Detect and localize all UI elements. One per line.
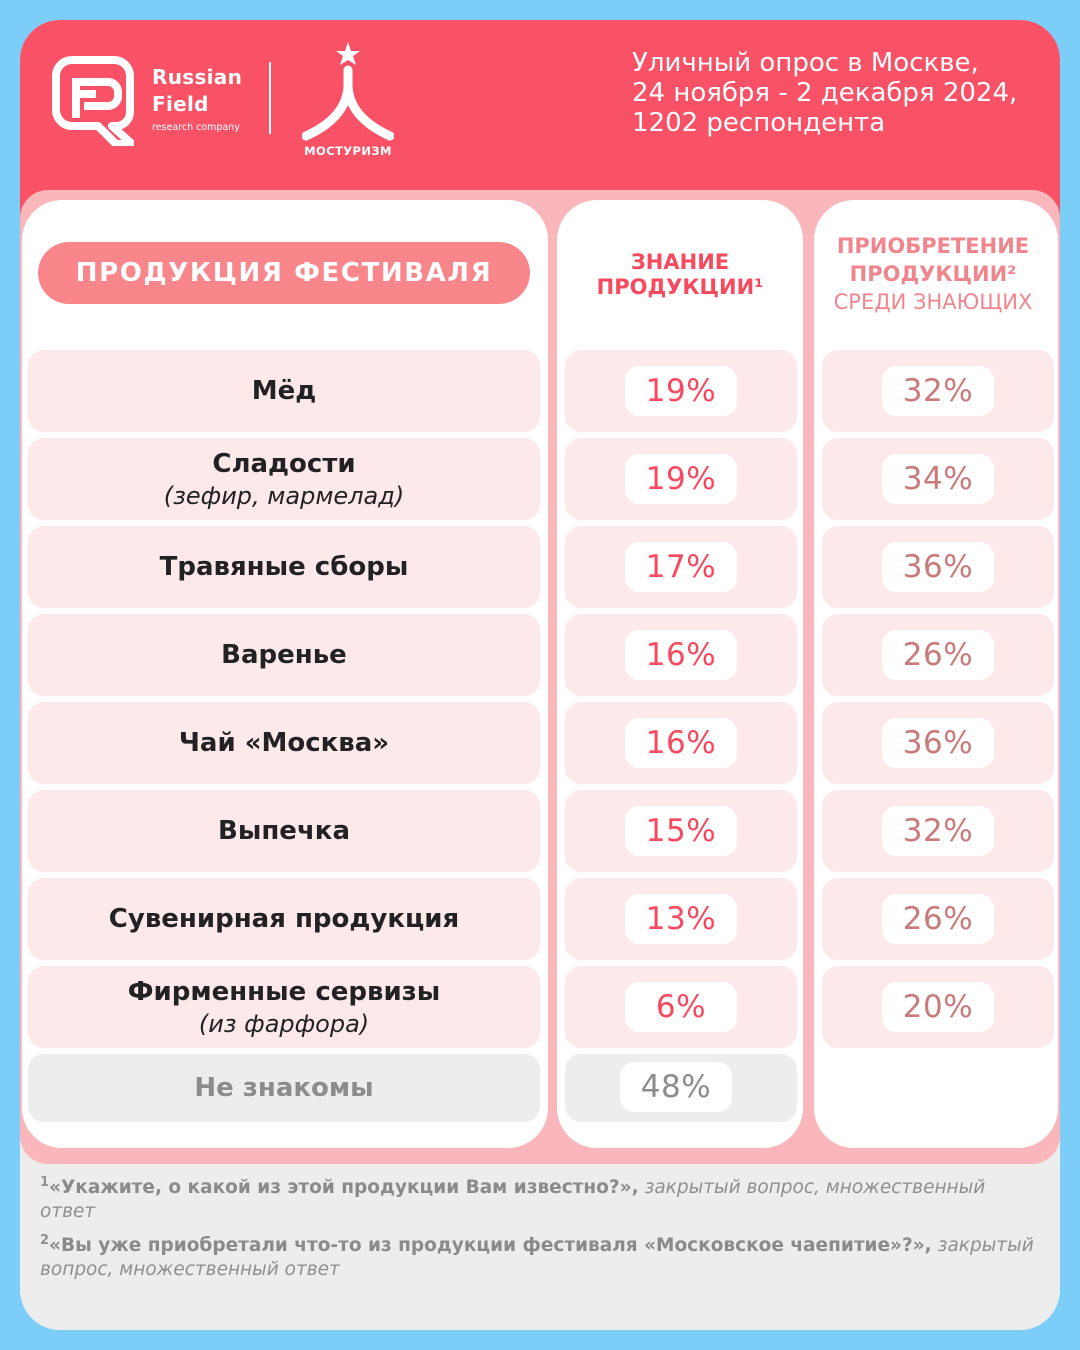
product-name: Мёд xyxy=(251,376,317,406)
purchase-header-line1: ПРИОБРЕТЕНИЕ xyxy=(836,234,1030,258)
product-row-bg xyxy=(28,614,540,696)
footnote-1-mark: 1 xyxy=(40,1175,50,1190)
product-name: Сувенирная продукция xyxy=(108,904,460,934)
knowledge-value: 17% xyxy=(625,542,737,592)
purchase-header-line3: СРЕДИ ЗНАЮЩИХ xyxy=(833,290,1033,314)
mosturizm-logo-icon xyxy=(302,42,394,141)
unfamiliar-name: Не знакомы xyxy=(194,1073,374,1103)
product-row-bg xyxy=(28,790,540,872)
product-row-bg xyxy=(28,526,540,608)
purchase-value: 34% xyxy=(882,454,994,504)
survey-line-1: Уличный опрос в Москве, xyxy=(632,48,979,78)
product-label: Варенье xyxy=(28,614,540,696)
footnote-1-question: «Укажите, о какой из этой продукции Вам … xyxy=(49,1177,639,1198)
russian-field-logo-icon xyxy=(52,56,134,146)
product-row-bg xyxy=(28,702,540,784)
russian-field-wordmark: Russian Field research company xyxy=(152,64,242,135)
product-name: Фирменные сервизы xyxy=(127,977,441,1007)
knowledge-value: 16% xyxy=(625,630,737,680)
survey-line-2: 24 ноября - 2 декабря 2024, xyxy=(632,78,1018,108)
knowledge-value: 13% xyxy=(625,894,737,944)
product-row-bg xyxy=(28,966,540,1048)
product-name: Сладости xyxy=(212,449,356,479)
survey-line-3: 1202 респондента xyxy=(632,108,886,138)
purchase-value: 32% xyxy=(882,806,994,856)
purchase-value: 36% xyxy=(882,542,994,592)
partner-name: МОСТУРИЗМ xyxy=(304,144,392,158)
unfamiliar-row-bg xyxy=(28,1054,540,1122)
footnote-2-mark: 2 xyxy=(40,1233,50,1248)
brand-name-line1: Russian xyxy=(152,65,243,89)
purchase-value: 20% xyxy=(882,982,994,1032)
product-subtitle: (из фарфора) xyxy=(198,1010,370,1038)
product-label: Сладости (зефир, мармелад) xyxy=(28,438,540,520)
knowledge-value: 16% xyxy=(625,718,737,768)
survey-info: Уличный опрос в Москве, 24 ноября - 2 де… xyxy=(632,48,1017,138)
purchase-value: 32% xyxy=(882,366,994,416)
footnote-2-question: «Вы уже приобретали что-то из продукции … xyxy=(49,1235,932,1256)
product-row-bg xyxy=(28,438,540,520)
product-label: Мёд xyxy=(28,350,540,432)
purchase-column-header: ПРИОБРЕТЕНИЕ ПРОДУКЦИИ² СРЕДИ ЗНАЮЩИХ xyxy=(820,232,1046,316)
product-row-bg xyxy=(28,878,540,960)
knowledge-value: 15% xyxy=(625,806,737,856)
footnote-1: 1«Укажите, о какой из этой продукции Вам… xyxy=(40,1176,1040,1224)
brand-tagline: research company xyxy=(152,122,240,133)
knowledge-value: 19% xyxy=(625,454,737,504)
purchase-value: 36% xyxy=(882,718,994,768)
logo-divider xyxy=(269,62,271,134)
unfamiliar-value: 48% xyxy=(620,1062,732,1112)
product-label: Фирменные сервизы (из фарфора) xyxy=(28,966,540,1048)
knowledge-header-line2: ПРОДУКЦИИ¹ xyxy=(596,275,764,299)
unfamiliar-label: Не знакомы xyxy=(28,1054,540,1122)
product-name: Чай «Москва» xyxy=(178,728,390,758)
product-name: Варенье xyxy=(221,640,347,670)
footnotes: 1«Укажите, о какой из этой продукции Вам… xyxy=(40,1176,1040,1292)
product-name: Травяные сборы xyxy=(159,552,409,582)
knowledge-header-line1: ЗНАНИЕ xyxy=(630,250,730,274)
knowledge-value: 19% xyxy=(625,366,737,416)
product-column-header: ПРОДУКЦИЯ ФЕСТИВАЛЯ xyxy=(38,242,530,304)
knowledge-column-header: ЗНАНИЕ ПРОДУКЦИИ¹ xyxy=(567,250,793,300)
purchase-header-line2: ПРОДУКЦИИ² xyxy=(849,262,1017,286)
footnote-2-note: закрытый вопрос, множественный ответ xyxy=(40,1235,1034,1280)
product-row-bg xyxy=(28,350,540,432)
infographic-card: Russian Field research company МОСТУРИЗМ… xyxy=(20,20,1060,1330)
product-label: Травяные сборы xyxy=(28,526,540,608)
product-name: Выпечка xyxy=(218,816,350,846)
purchase-value: 26% xyxy=(882,894,994,944)
brand-name-line2: Field xyxy=(152,92,209,116)
purchase-value: 26% xyxy=(882,630,994,680)
product-label: Сувенирная продукция xyxy=(28,878,540,960)
footnote-2: 2«Вы уже приобретали что-то из продукции… xyxy=(40,1234,1040,1282)
knowledge-value: 6% xyxy=(625,982,737,1032)
footnote-1-note: закрытый вопрос, множественный ответ xyxy=(40,1177,986,1222)
product-label: Чай «Москва» xyxy=(28,702,540,784)
product-label: Выпечка xyxy=(28,790,540,872)
product-subtitle: (зефир, мармелад) xyxy=(163,482,405,510)
